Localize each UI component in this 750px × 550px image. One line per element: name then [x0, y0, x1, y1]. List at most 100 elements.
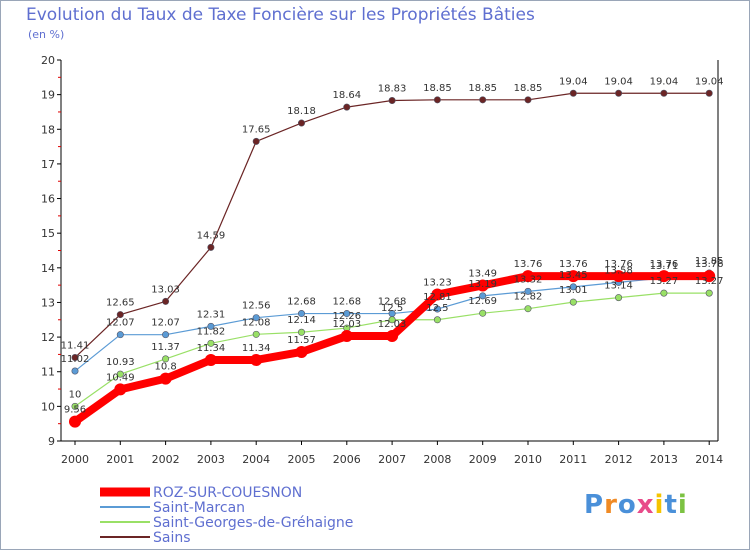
data-label: 13.76: [514, 259, 543, 270]
data-label: 13.03: [151, 284, 180, 295]
y-tick-label: 18: [41, 123, 55, 136]
data-point: [567, 270, 580, 283]
data-point: [114, 383, 127, 396]
data-label: 12.03: [378, 319, 407, 330]
data-point: [703, 270, 716, 283]
x-tick-label: 2008: [423, 453, 451, 466]
data-point: [524, 305, 532, 313]
data-point: [71, 367, 79, 375]
data-label: 13.45: [559, 270, 588, 281]
data-label: 10.49: [106, 372, 135, 383]
x-tick-label: 2006: [333, 453, 361, 466]
data-label: 18.18: [287, 106, 316, 117]
data-label: 12.08: [242, 317, 271, 328]
data-point: [252, 330, 260, 338]
data-label: 13.19: [468, 279, 497, 290]
data-point: [340, 330, 353, 343]
data-point: [207, 243, 215, 251]
data-point: [297, 119, 305, 127]
data-label: 19.04: [650, 76, 679, 87]
data-label: 9.56: [64, 405, 86, 416]
data-label: 12.26: [332, 311, 361, 322]
y-tick-label: 9: [48, 435, 55, 448]
data-point: [159, 372, 172, 385]
data-label: 13.58: [604, 265, 633, 276]
data-point: [204, 353, 217, 366]
x-tick-label: 2013: [650, 453, 678, 466]
data-label: 18.85: [514, 83, 543, 94]
data-label: 11.02: [61, 354, 90, 365]
y-tick-label: 19: [41, 89, 55, 102]
y-tick-label: 11: [41, 366, 55, 379]
data-label: 13.76: [695, 259, 724, 270]
legend-label-1: ROZ-SUR-COUESNON: [153, 485, 302, 501]
data-point: [388, 97, 396, 105]
x-tick-label: 2011: [559, 453, 587, 466]
data-label: 13.27: [695, 276, 724, 287]
data-point: [388, 316, 396, 324]
data-point: [252, 314, 260, 322]
data-label: 13.01: [559, 285, 588, 296]
data-point: [479, 292, 487, 300]
data-label: 12.03: [332, 319, 361, 330]
chart-title: Evolution du Taux de Taxe Foncière sur l…: [26, 5, 535, 25]
data-label: 11.34: [242, 343, 271, 354]
data-label: 12.68: [287, 297, 316, 308]
data-label: 19.04: [559, 76, 588, 87]
x-tick-label: 2000: [61, 453, 89, 466]
data-label: 12.69: [468, 296, 497, 307]
data-label: 10.93: [106, 357, 135, 368]
chart-subtitle: (en %): [28, 28, 65, 41]
data-point: [71, 402, 79, 410]
data-point: [162, 355, 170, 363]
x-tick-label: 2001: [106, 453, 134, 466]
x-tick-label: 2003: [197, 453, 225, 466]
data-label: 13.32: [514, 274, 543, 285]
data-label: 12.82: [514, 292, 543, 303]
legend-label-4: Sains: [153, 530, 191, 546]
x-tick-label: 2002: [152, 453, 180, 466]
data-label: 18.64: [332, 90, 361, 101]
data-label: 18.85: [423, 83, 452, 94]
data-label: 14.59: [197, 230, 226, 241]
data-point: [522, 270, 534, 283]
data-label: 19.04: [604, 76, 633, 87]
data-point: [657, 270, 670, 283]
data-label: 12.14: [287, 315, 316, 326]
data-label: 13.71: [650, 261, 679, 272]
data-point: [207, 339, 215, 347]
data-label: 12.31: [197, 309, 226, 320]
data-label: 17.65: [242, 124, 271, 135]
data-label: 19.04: [695, 76, 724, 87]
data-point: [386, 330, 399, 343]
y-tick-label: 13: [41, 296, 55, 309]
data-point: [705, 289, 713, 297]
data-label: 11.37: [151, 342, 180, 353]
y-tick-label: 12: [41, 331, 55, 344]
data-label: 12.5: [426, 303, 448, 314]
data-label: 12.56: [242, 301, 271, 312]
data-point: [71, 354, 79, 362]
data-label: 11.82: [197, 326, 226, 337]
data-point: [162, 297, 170, 305]
x-tick-label: 2014: [695, 453, 723, 466]
data-point: [116, 331, 124, 339]
data-point: [116, 311, 124, 319]
data-label: 10: [69, 389, 82, 400]
data-point: [705, 89, 713, 97]
data-point: [569, 298, 577, 306]
data-point: [524, 96, 532, 104]
data-label: 12.81: [423, 292, 452, 303]
data-label: 13.76: [559, 259, 588, 270]
x-tick-label: 2005: [288, 453, 316, 466]
data-point: [479, 309, 487, 317]
data-point: [162, 331, 170, 339]
data-label: 13.23: [423, 277, 452, 288]
data-point: [297, 310, 305, 318]
data-label: 11.57: [287, 335, 316, 346]
y-tick-label: 16: [41, 193, 55, 206]
legend-label-2: Saint-Marcan: [153, 500, 245, 516]
data-point: [343, 103, 351, 111]
data-point: [433, 316, 441, 324]
